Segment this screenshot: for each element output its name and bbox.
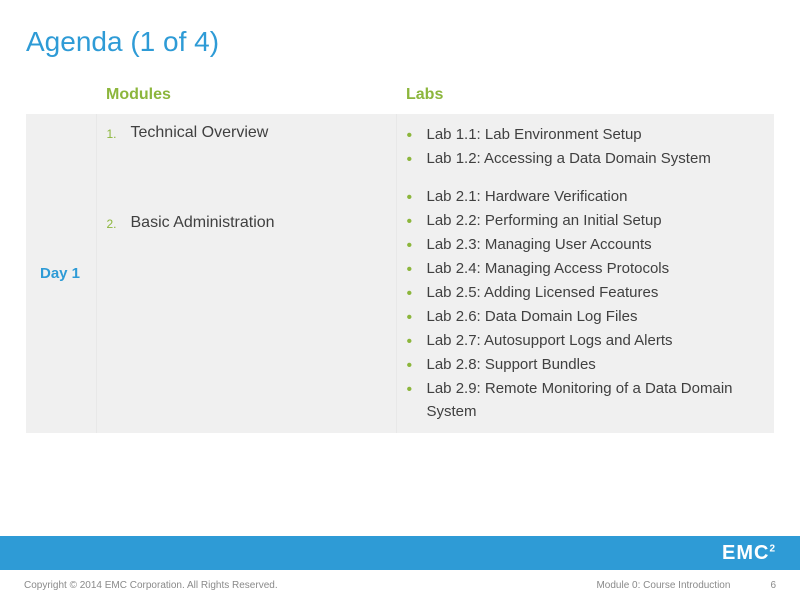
modules-list: 1. Technical Overview 2. Basic Administr… [107, 124, 386, 232]
lab-text: Lab 2.6: Data Domain Log Files [427, 306, 765, 329]
labs-list-1: •Lab 1.1: Lab Environment Setup •Lab 1.2… [407, 124, 765, 172]
lab-text: Lab 1.2: Accessing a Data Domain System [427, 148, 765, 171]
logo-sup: 2 [769, 543, 776, 554]
lab-text: Lab 2.2: Performing an Initial Setup [427, 210, 765, 233]
logo-text: EMC [722, 542, 769, 564]
page-number: 6 [770, 580, 776, 591]
bullet-icon: • [407, 378, 427, 402]
lab-text: Lab 2.1: Hardware Verification [427, 186, 765, 209]
bullet-icon: • [407, 148, 427, 172]
list-item: •Lab 2.8: Support Bundles [407, 354, 765, 378]
agenda-table: Modules Labs Day 1 1. Technical Overview [26, 80, 774, 433]
list-item: •Lab 1.1: Lab Environment Setup [407, 124, 765, 148]
list-item: •Lab 2.7: Autosupport Logs and Alerts [407, 330, 765, 354]
table-row: Day 1 1. Technical Overview 2. Basic Adm… [26, 114, 774, 433]
labs-cell: •Lab 1.1: Lab Environment Setup •Lab 1.2… [396, 114, 774, 433]
module-number: 1. [107, 124, 131, 141]
slide: Agenda (1 of 4) Modules Labs Day 1 1. [0, 0, 800, 600]
lab-text: Lab 1.1: Lab Environment Setup [427, 124, 765, 147]
bullet-icon: • [407, 258, 427, 282]
list-item: •Lab 2.9: Remote Monitoring of a Data Do… [407, 378, 765, 423]
footer-bar: EMC2 [0, 536, 800, 570]
lab-text: Lab 2.5: Adding Licensed Features [427, 282, 765, 305]
slide-title: Agenda (1 of 4) [0, 0, 800, 58]
header-blank [26, 80, 96, 114]
day-label: Day 1 [26, 114, 96, 433]
lab-text: Lab 2.3: Managing User Accounts [427, 234, 765, 257]
lab-text: Lab 2.9: Remote Monitoring of a Data Dom… [427, 378, 765, 423]
bullet-icon: • [407, 210, 427, 234]
lab-text: Lab 2.4: Managing Access Protocols [427, 258, 765, 281]
bullet-icon: • [407, 186, 427, 210]
list-item: •Lab 2.5: Adding Licensed Features [407, 282, 765, 306]
list-item: 2. Basic Administration [107, 214, 386, 232]
list-item: 1. Technical Overview [107, 124, 386, 142]
lab-text: Lab 2.7: Autosupport Logs and Alerts [427, 330, 765, 353]
agenda-table-wrap: Modules Labs Day 1 1. Technical Overview [26, 80, 774, 433]
module-text: Technical Overview [131, 124, 269, 142]
lab-text: Lab 2.8: Support Bundles [427, 354, 765, 377]
bullet-icon: • [407, 354, 427, 378]
labs-list-2: •Lab 2.1: Hardware Verification •Lab 2.2… [407, 186, 765, 423]
module-text: Basic Administration [131, 214, 275, 232]
list-item: •Lab 2.4: Managing Access Protocols [407, 258, 765, 282]
copyright-row: Copyright © 2014 EMC Corporation. All Ri… [0, 570, 800, 600]
bullet-icon: • [407, 124, 427, 148]
footer-right: Module 0: Course Introduction 6 [596, 580, 776, 591]
module-number: 2. [107, 214, 131, 231]
list-item: •Lab 2.1: Hardware Verification [407, 186, 765, 210]
list-item: •Lab 2.6: Data Domain Log Files [407, 306, 765, 330]
bullet-icon: • [407, 306, 427, 330]
bullet-icon: • [407, 234, 427, 258]
header-labs: Labs [396, 80, 774, 114]
list-item: •Lab 2.2: Performing an Initial Setup [407, 210, 765, 234]
emc-logo: EMC2 [722, 542, 776, 565]
modules-cell: 1. Technical Overview 2. Basic Administr… [96, 114, 396, 433]
list-item: •Lab 2.3: Managing User Accounts [407, 234, 765, 258]
module-label: Module 0: Course Introduction [596, 580, 730, 591]
bullet-icon: • [407, 330, 427, 354]
bullet-icon: • [407, 282, 427, 306]
list-item: •Lab 1.2: Accessing a Data Domain System [407, 148, 765, 172]
header-modules: Modules [96, 80, 396, 114]
copyright-text: Copyright © 2014 EMC Corporation. All Ri… [24, 580, 278, 591]
